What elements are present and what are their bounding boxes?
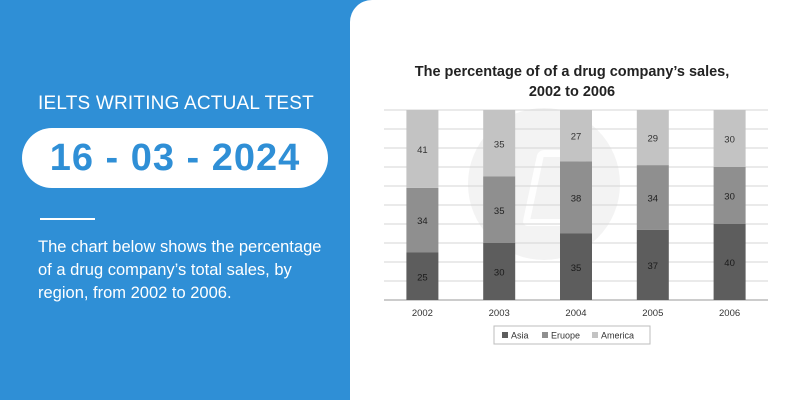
chart-subtitle: 2002 to 2006 — [529, 84, 615, 100]
x-tick-label: 2002 — [412, 308, 433, 319]
legend-swatch — [502, 332, 508, 338]
legend-label: America — [601, 331, 634, 341]
data-label: 30 — [724, 192, 735, 203]
data-label: 37 — [648, 261, 659, 272]
data-label: 34 — [648, 193, 659, 204]
divider — [40, 218, 95, 220]
task-description: The chart below shows the percentage of … — [38, 238, 322, 302]
data-label: 34 — [417, 216, 428, 227]
legend-box — [493, 325, 651, 345]
bar-segment — [406, 187, 439, 253]
data-label: 41 — [417, 145, 428, 156]
bar-segment — [636, 229, 669, 300]
data-label: 30 — [494, 268, 505, 279]
bar-segment — [406, 110, 439, 188]
legend-label: Eruope — [551, 331, 580, 341]
legend-swatch — [592, 332, 598, 338]
left-panel: IELTS WRITING ACTUAL TEST 16 - 03 - 2024… — [0, 0, 350, 400]
bar-segment — [713, 224, 746, 300]
bar-segment — [483, 176, 516, 243]
bar-segment — [560, 110, 592, 162]
x-tick-label: 2006 — [719, 308, 740, 319]
x-tick-label: 2004 — [565, 308, 586, 319]
data-label: 27 — [571, 132, 582, 143]
test-kicker: IELTS WRITING ACTUAL TEST — [38, 93, 314, 114]
data-label: 35 — [571, 263, 582, 274]
data-label: 29 — [648, 134, 659, 145]
data-label: 35 — [494, 139, 505, 150]
bar-segment — [713, 110, 746, 167]
data-label: 35 — [494, 206, 505, 217]
bar-segment — [560, 233, 592, 300]
x-tick-label: 2003 — [489, 308, 510, 319]
chart-title: The percentage of of a drug company’s sa… — [415, 64, 730, 80]
data-label: 40 — [724, 258, 735, 269]
bar-segment — [406, 252, 439, 300]
x-tick-label: 2005 — [642, 308, 663, 319]
bar-segment — [483, 110, 516, 177]
data-label: 30 — [724, 135, 735, 146]
bar-segment — [636, 110, 669, 166]
bar-segment — [560, 161, 592, 234]
test-date: 16 - 03 - 2024 — [22, 128, 328, 188]
bar-segment — [483, 243, 516, 300]
data-label: 38 — [571, 193, 582, 204]
bar-segment — [636, 165, 669, 230]
legend-swatch — [542, 332, 548, 338]
legend-label: Asia — [511, 331, 529, 341]
data-label: 25 — [417, 272, 428, 283]
bar-segment — [713, 167, 746, 224]
